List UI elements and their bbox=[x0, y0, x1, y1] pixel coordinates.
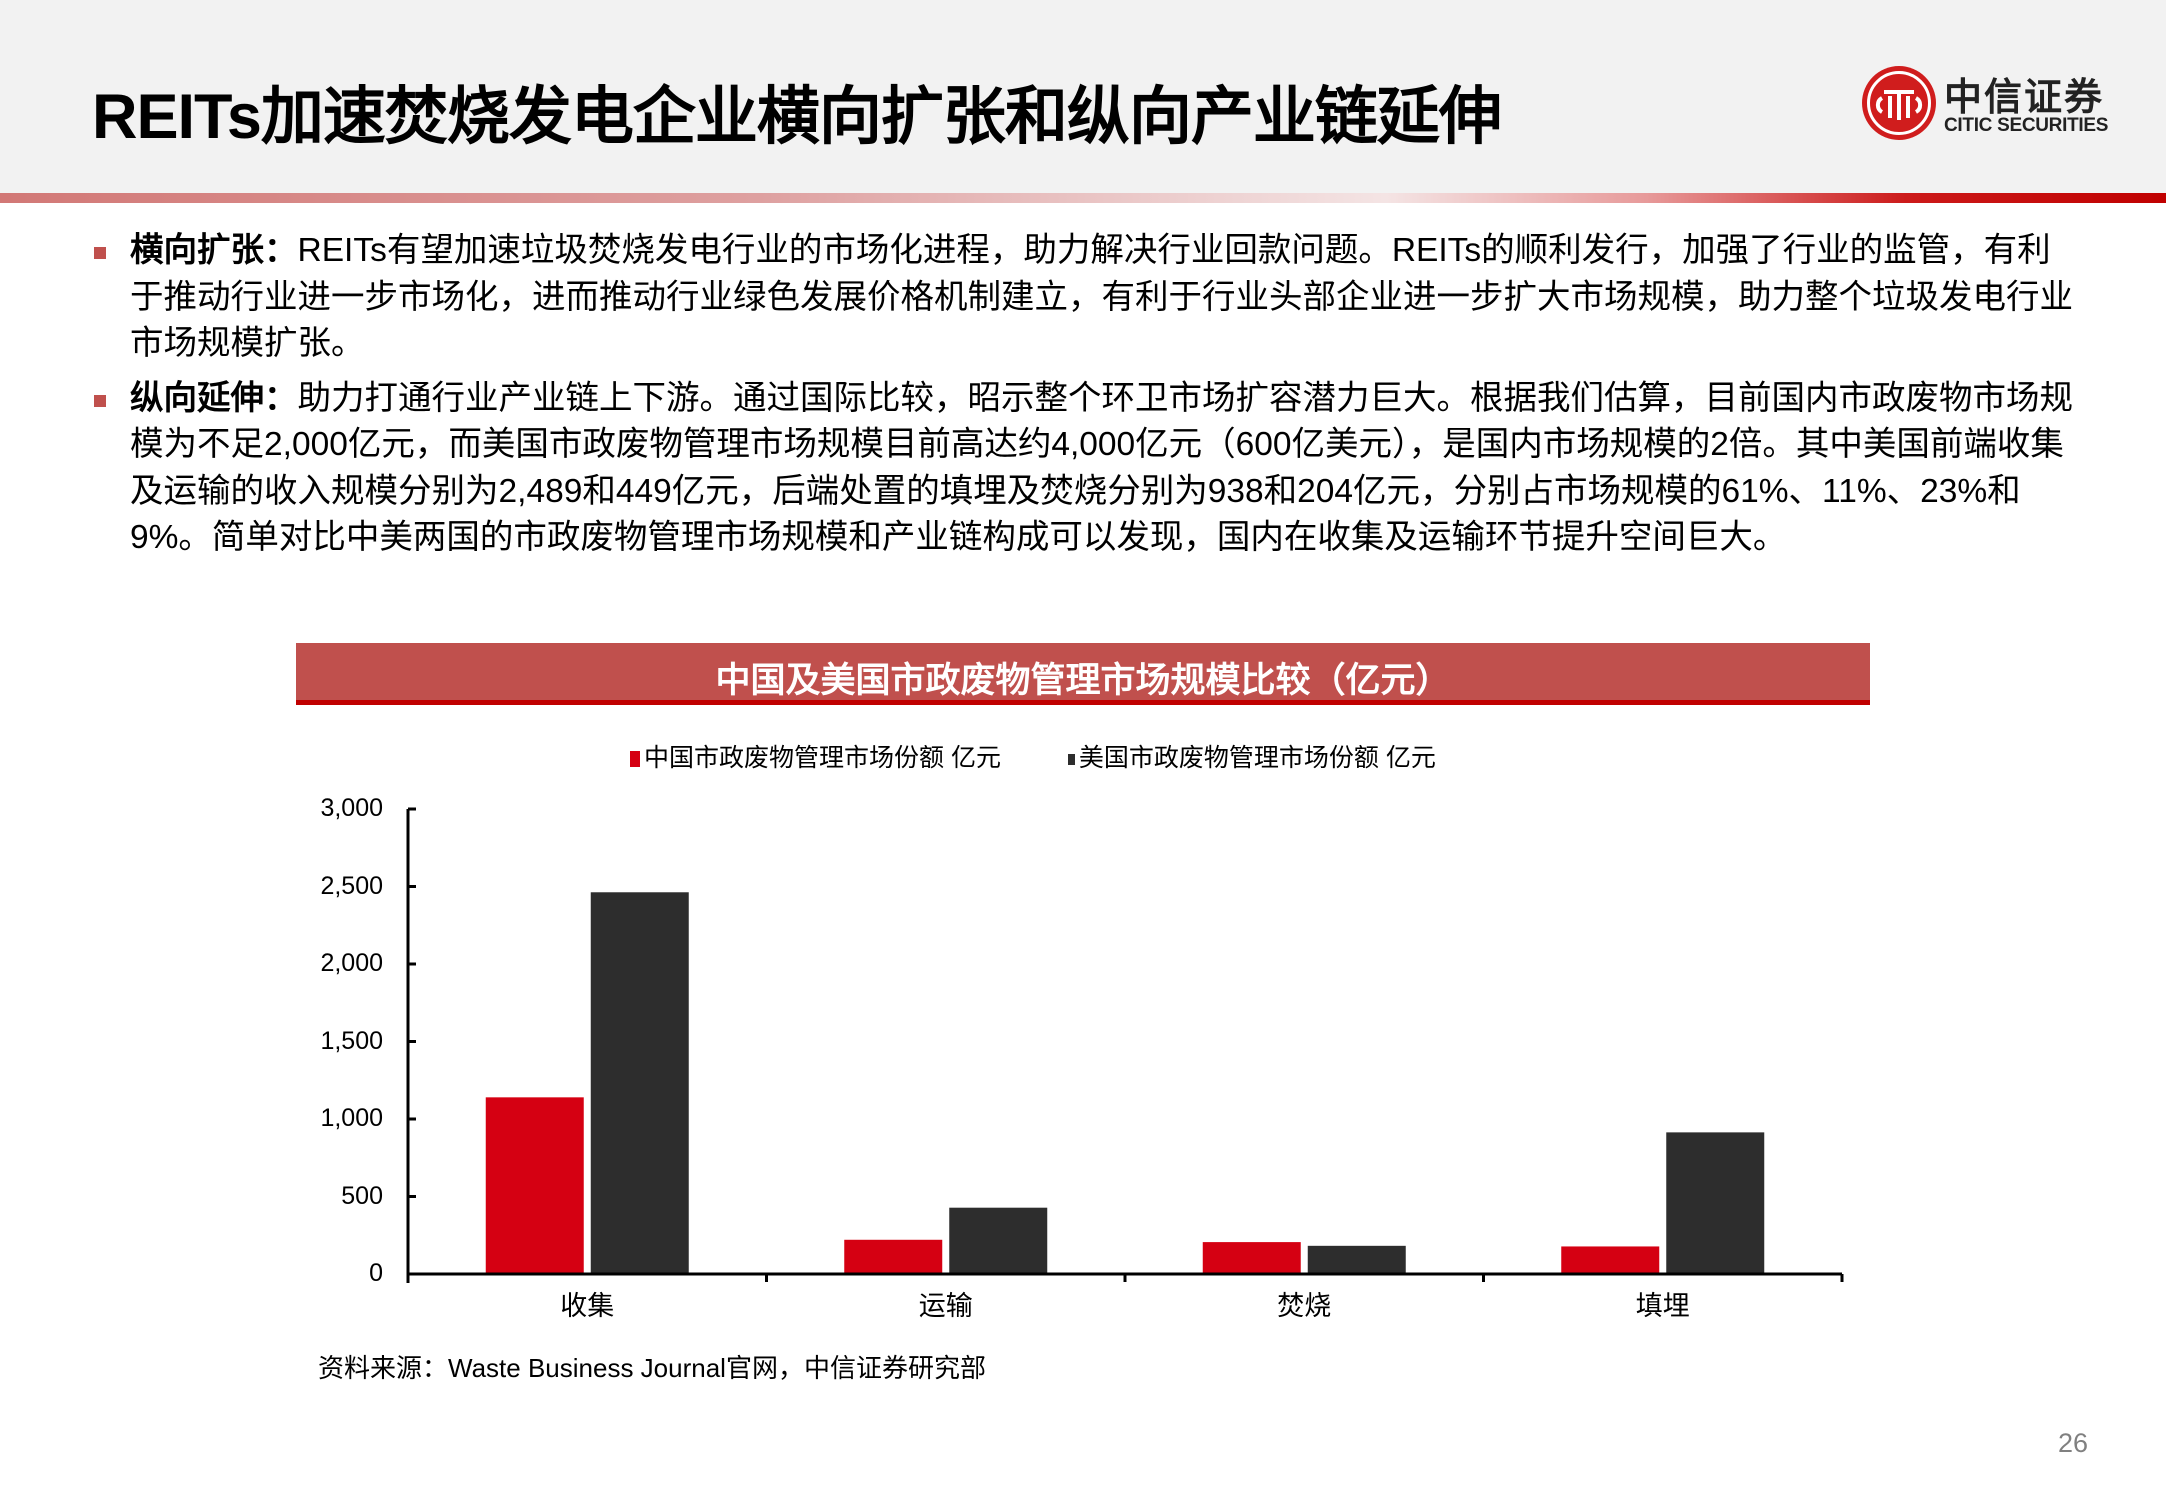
chart-legend: 中国市政废物管理市场份额 亿元 美国市政废物管理市场份额 亿元 bbox=[630, 738, 1496, 774]
y-tick-label: 1,000 bbox=[320, 1104, 383, 1132]
page-number: 26 bbox=[2058, 1428, 2089, 1458]
page-title: REITs加速焚烧发电企业横向扩张和纵向产业链延伸 bbox=[92, 82, 1502, 152]
bullet-square-icon bbox=[94, 394, 106, 407]
bar-us-2 bbox=[1306, 1244, 1407, 1275]
bar-us-1 bbox=[948, 1206, 1049, 1275]
bullet-text: REITs有望加速垃圾焚烧发电行业的市场化进程，助力解决行业回款问题。REITs… bbox=[130, 232, 2073, 362]
logo-name-cn: 中信证券 bbox=[1944, 74, 2105, 119]
y-tick-label: 0 bbox=[369, 1259, 383, 1287]
bar-china-1 bbox=[843, 1238, 944, 1275]
legend-item-china: 中国市政废物管理市场份额 亿元 bbox=[630, 738, 1001, 774]
logo-name-en: CITIC SECURITIES bbox=[1944, 115, 2109, 136]
bullet-list: 横向扩张：REITs有望加速垃圾焚烧发电行业的市场化进程，助力解决行业回款问题。… bbox=[92, 228, 2082, 570]
bar-china-3 bbox=[1560, 1245, 1661, 1275]
x-category-label: 填埋 bbox=[1635, 1291, 1690, 1321]
x-category-label: 收集 bbox=[560, 1291, 615, 1321]
y-tick-label: 1,500 bbox=[320, 1026, 383, 1055]
bar-us-3 bbox=[1665, 1131, 1766, 1275]
bullet-square-icon bbox=[94, 247, 106, 259]
chart-title: 中国及美国市政废物管理市场规模比较（亿元） bbox=[715, 661, 1451, 700]
legend-swatch-china bbox=[630, 751, 640, 767]
citic-logo-icon bbox=[1862, 66, 1936, 140]
bullet-lead: 横向扩张： bbox=[130, 232, 298, 269]
header-divider bbox=[0, 193, 2166, 203]
chart-title-bar: 中国及美国市政废物管理市场规模比较（亿元） bbox=[296, 643, 1870, 700]
chart-title-underline bbox=[296, 700, 1870, 705]
y-tick-label: 2,500 bbox=[320, 871, 383, 900]
y-tick-label: 3,000 bbox=[320, 794, 383, 822]
source-note: 资料来源：Waste Business Journal官网，中信证券研究部 bbox=[318, 1353, 986, 1383]
citic-logo: 中信证券 CITIC SECURITIES bbox=[1862, 66, 2132, 142]
bullet-text: 助力打通行业产业链上下游。通过国际比较，昭示整个环卫市场扩容潜力巨大。根据我们估… bbox=[130, 379, 2073, 557]
slide-header: REITs加速焚烧发电企业横向扩张和纵向产业链延伸 中信证券 CITIC SEC… bbox=[0, 0, 2166, 194]
bar-china-0 bbox=[484, 1096, 585, 1275]
bar-china-2 bbox=[1201, 1241, 1302, 1275]
bullet-lead: 纵向延伸： bbox=[130, 379, 298, 417]
bar-us-0 bbox=[589, 891, 690, 1275]
bullet-horizontal-expansion: 横向扩张：REITs有望加速垃圾焚烧发电行业的市场化进程，助力解决行业回款问题。… bbox=[92, 228, 2082, 368]
legend-swatch-us bbox=[1067, 754, 1075, 765]
y-tick-label: 500 bbox=[341, 1181, 383, 1210]
x-category-label: 焚烧 bbox=[1277, 1291, 1332, 1321]
legend-item-us: 美国市政废物管理市场份额 亿元 bbox=[1067, 738, 1436, 774]
y-tick-label: 2,000 bbox=[320, 949, 383, 977]
bullet-vertical-extension: 纵向延伸：助力打通行业产业链上下游。通过国际比较，昭示整个环卫市场扩容潜力巨大。… bbox=[92, 376, 2082, 562]
x-category-label: 运输 bbox=[918, 1291, 973, 1321]
